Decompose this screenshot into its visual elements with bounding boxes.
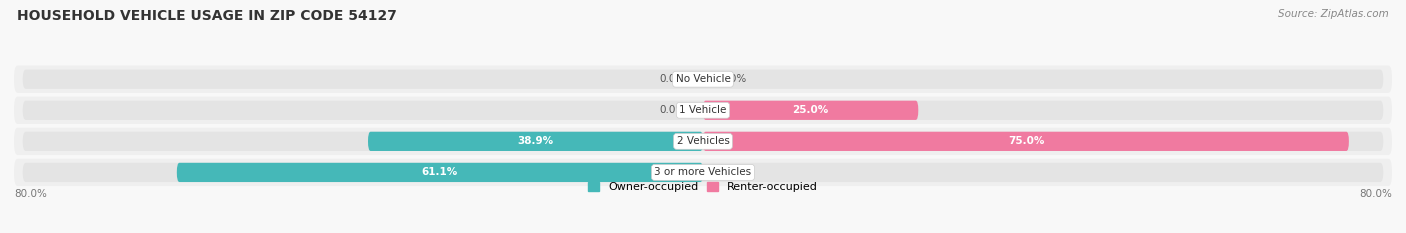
Text: 80.0%: 80.0%: [14, 188, 46, 199]
FancyBboxPatch shape: [22, 101, 1384, 120]
Text: No Vehicle: No Vehicle: [675, 74, 731, 84]
Text: 25.0%: 25.0%: [793, 105, 828, 115]
Text: 0.0%: 0.0%: [720, 74, 747, 84]
Text: 0.0%: 0.0%: [659, 105, 686, 115]
FancyBboxPatch shape: [22, 132, 1384, 151]
FancyBboxPatch shape: [368, 132, 703, 151]
Text: 0.0%: 0.0%: [720, 168, 747, 177]
FancyBboxPatch shape: [703, 132, 1348, 151]
Text: 2 Vehicles: 2 Vehicles: [676, 136, 730, 146]
Text: 80.0%: 80.0%: [1360, 188, 1392, 199]
Text: 61.1%: 61.1%: [422, 168, 458, 177]
Text: Source: ZipAtlas.com: Source: ZipAtlas.com: [1278, 9, 1389, 19]
FancyBboxPatch shape: [14, 97, 1392, 124]
Text: 3 or more Vehicles: 3 or more Vehicles: [654, 168, 752, 177]
Legend: Owner-occupied, Renter-occupied: Owner-occupied, Renter-occupied: [583, 177, 823, 197]
FancyBboxPatch shape: [14, 128, 1392, 155]
Text: HOUSEHOLD VEHICLE USAGE IN ZIP CODE 54127: HOUSEHOLD VEHICLE USAGE IN ZIP CODE 5412…: [17, 9, 396, 23]
FancyBboxPatch shape: [14, 65, 1392, 93]
FancyBboxPatch shape: [177, 163, 703, 182]
FancyBboxPatch shape: [14, 159, 1392, 186]
Text: 0.0%: 0.0%: [659, 74, 686, 84]
FancyBboxPatch shape: [22, 163, 1384, 182]
Text: 1 Vehicle: 1 Vehicle: [679, 105, 727, 115]
Text: 75.0%: 75.0%: [1008, 136, 1045, 146]
FancyBboxPatch shape: [703, 101, 918, 120]
Text: 38.9%: 38.9%: [517, 136, 554, 146]
FancyBboxPatch shape: [22, 70, 1384, 89]
